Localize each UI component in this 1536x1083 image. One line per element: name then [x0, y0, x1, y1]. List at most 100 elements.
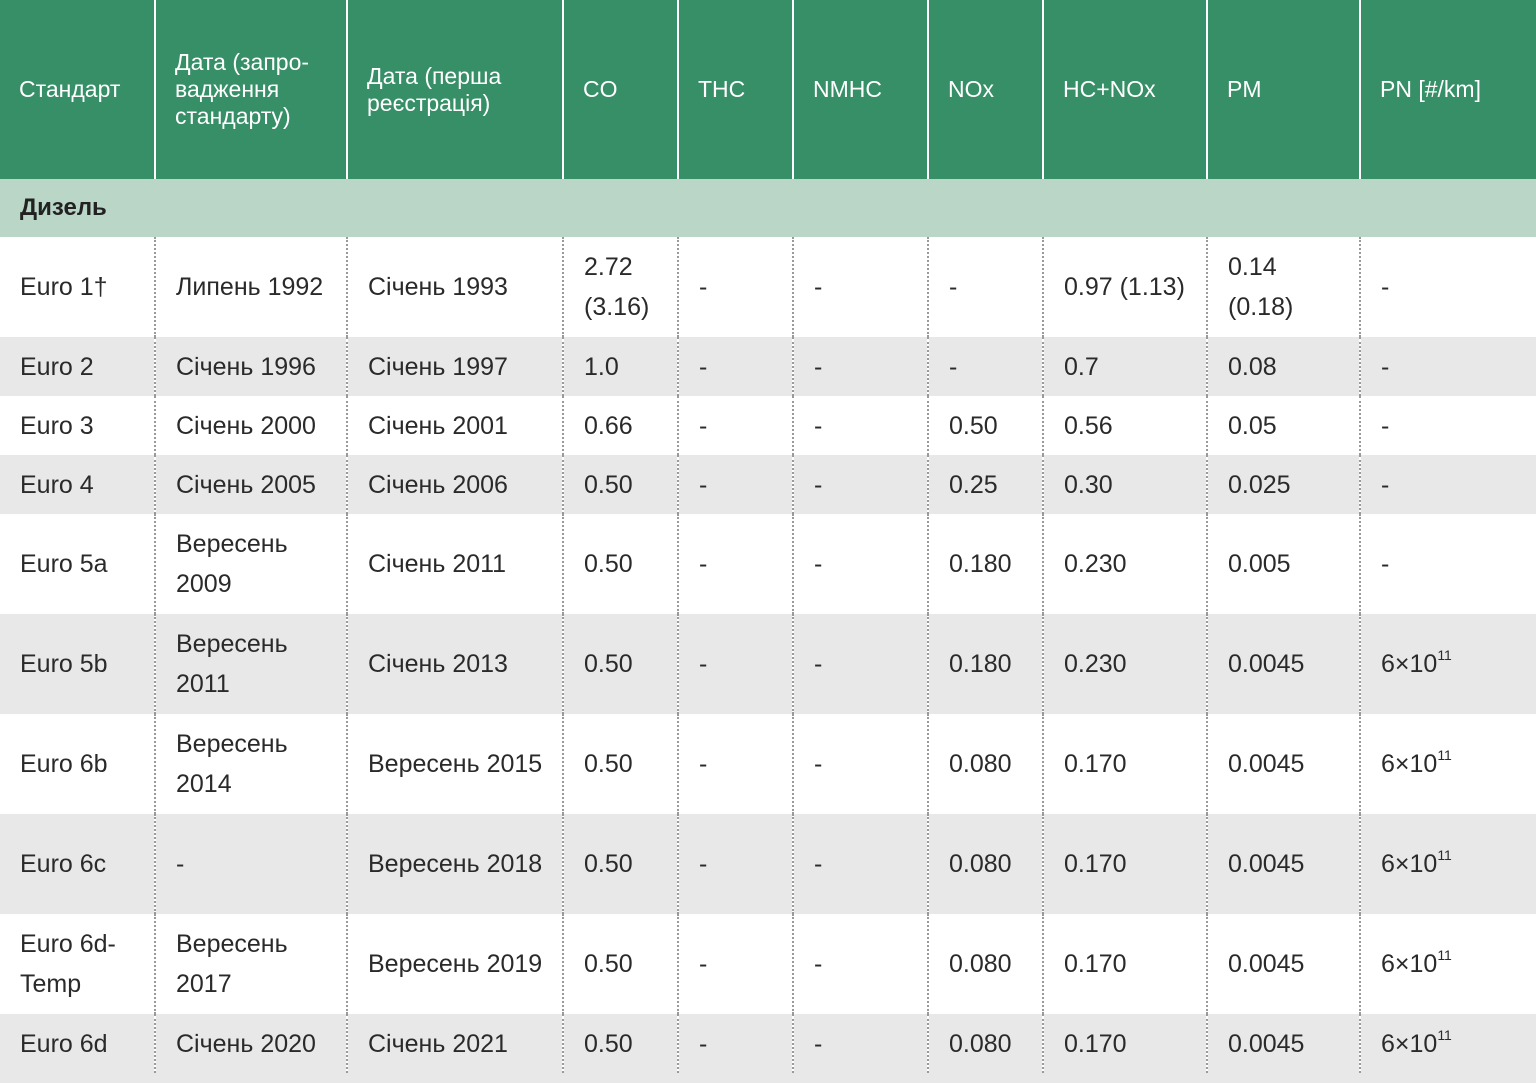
- cell-nmhc-text: -: [814, 750, 823, 778]
- cell-pm: 0.08: [1207, 337, 1361, 396]
- cell-co-text: 0.50: [584, 1029, 633, 1058]
- cell-nmhc: -: [793, 1014, 929, 1073]
- header-nox: NOx: [928, 0, 1044, 179]
- cell-co: 0.50: [563, 1014, 679, 1073]
- cell-co-text: 0.50: [584, 750, 633, 778]
- cell-hc-nox: 0.230: [1043, 514, 1208, 614]
- cell-hc-nox-text: 0.170: [1064, 950, 1127, 978]
- cell-hc-nox-text: 0.170: [1064, 1029, 1127, 1058]
- cell-pn-text: -: [1381, 411, 1390, 440]
- cell-nox-text: -: [949, 273, 958, 301]
- cell-pn: 6×1011: [1360, 614, 1536, 714]
- cell-pm-text: 0.14 (0.18): [1228, 253, 1294, 321]
- cell-pm-text: 0.05: [1228, 411, 1277, 440]
- cell-registration-date: Січень 2021: [347, 1014, 564, 1073]
- cell-nmhc: -: [793, 396, 929, 455]
- cell-nmhc-text: -: [814, 411, 823, 440]
- cell-pm-text: 0.08: [1228, 352, 1277, 381]
- header-registration-date: Дата (перша реєстрація): [347, 0, 564, 179]
- cell-pm-text: 0.025: [1228, 470, 1291, 499]
- cell-pm: 0.0045: [1207, 914, 1361, 1014]
- cell-intro-date: Липень 1992: [155, 237, 348, 337]
- cell-thc: -: [678, 1014, 794, 1073]
- cell-pm-text: 0.0045: [1228, 850, 1305, 878]
- cell-intro-date-text: Вересень 2009: [176, 530, 288, 598]
- cell-intro-date-text: Вересень 2014: [176, 730, 288, 798]
- cell-nmhc: -: [793, 914, 929, 1014]
- cell-registration-date-text: Січень 2011: [368, 550, 507, 578]
- cell-co: 0.50: [563, 514, 679, 614]
- cell-co-text: 0.50: [584, 650, 633, 678]
- cell-pm: 0.05: [1207, 396, 1361, 455]
- table-row: Euro 4 Січень 2005 Січень 2006 0.50 - - 0.25 0.…: [0, 455, 1536, 514]
- cell-standard-text: Euro 3: [20, 411, 94, 440]
- cell-thc: -: [678, 237, 794, 337]
- cell-nmhc: -: [793, 814, 929, 914]
- cell-pm-text: 0.0045: [1228, 750, 1305, 778]
- cell-standard-text: Euro 4: [20, 470, 94, 499]
- cell-standard: Euro 2: [0, 337, 156, 396]
- cell-registration-date: Січень 2001: [347, 396, 564, 455]
- cell-standard: Euro 5b: [0, 614, 156, 714]
- cell-intro-date-text: -: [176, 850, 185, 878]
- cell-pn-text: -: [1381, 352, 1390, 381]
- cell-pm: 0.025: [1207, 455, 1361, 514]
- cell-nox-text: 0.25: [949, 470, 998, 499]
- cell-pm-text: 0.0045: [1228, 650, 1305, 678]
- cell-thc: -: [678, 514, 794, 614]
- cell-co: 2.72 (3.16): [563, 237, 679, 337]
- cell-pn-text: 6×10: [1381, 650, 1438, 678]
- cell-nmhc: -: [793, 237, 929, 337]
- cell-nmhc: -: [793, 514, 929, 614]
- header-row: Стандарт Дата (запро-вадження стандарту)…: [0, 0, 1536, 179]
- cell-hc-nox-text: 0.230: [1064, 650, 1127, 678]
- table-row: Euro 6d-Temp Вересень 2017 Вересень 2019 0.…: [0, 914, 1536, 1014]
- cell-co: 0.50: [563, 455, 679, 514]
- cell-registration-date-text: Січень 2001: [368, 411, 508, 440]
- cell-thc-text: -: [699, 273, 708, 301]
- cell-thc-text: -: [699, 950, 708, 978]
- cell-thc-text: -: [699, 750, 708, 778]
- table-bottom-strip: [0, 1073, 1536, 1083]
- cell-pn-text: 6×10: [1381, 750, 1438, 778]
- cell-nox: -: [928, 237, 1044, 337]
- cell-nox-text: -: [949, 352, 958, 381]
- cell-standard: Euro 6d-Temp: [0, 914, 156, 1014]
- cell-registration-date: Вересень 2019: [347, 914, 564, 1014]
- cell-standard-text: Euro 5a: [20, 550, 108, 578]
- cell-co-text: 2.72 (3.16): [584, 253, 650, 321]
- cell-hc-nox-text: 0.230: [1064, 550, 1127, 578]
- cell-nmhc: -: [793, 455, 929, 514]
- cell-nmhc-text: -: [814, 850, 823, 878]
- cell-intro-date: Січень 2000: [155, 396, 348, 455]
- cell-intro-date: Вересень 2017: [155, 914, 348, 1014]
- cell-co: 0.50: [563, 714, 679, 814]
- cell-pn: 6×1011: [1360, 714, 1536, 814]
- cell-intro-date-text: Січень 1996: [176, 352, 316, 381]
- cell-nox: 0.080: [928, 714, 1044, 814]
- header-hc-nox: HC+NOx: [1043, 0, 1208, 179]
- cell-standard: Euro 4: [0, 455, 156, 514]
- cell-thc-text: -: [699, 470, 708, 499]
- cell-standard-text: Euro 6d-Temp: [20, 930, 116, 998]
- cell-registration-date-text: Січень 2021: [368, 1029, 508, 1058]
- cell-registration-date-text: Вересень 2019: [368, 950, 543, 978]
- header-co: CO: [563, 0, 679, 179]
- cell-hc-nox-text: 0.7: [1064, 352, 1099, 381]
- cell-intro-date: Вересень 2009: [155, 514, 348, 614]
- pn-exponent: 11: [1437, 1026, 1452, 1043]
- cell-standard-text: Euro 5b: [20, 650, 108, 678]
- cell-nox-text: 0.180: [949, 550, 1012, 578]
- cell-co-text: 0.50: [584, 550, 633, 578]
- cell-co: 0.50: [563, 814, 679, 914]
- cell-nox: 0.180: [928, 614, 1044, 714]
- cell-registration-date: Вересень 2015: [347, 714, 564, 814]
- cell-nmhc-text: -: [814, 550, 823, 578]
- cell-hc-nox-text: 0.170: [1064, 750, 1127, 778]
- cell-intro-date: Вересень 2014: [155, 714, 348, 814]
- cell-registration-date: Вересень 2018: [347, 814, 564, 914]
- cell-pn: -: [1360, 337, 1536, 396]
- cell-thc: -: [678, 914, 794, 1014]
- cell-pm: 0.0045: [1207, 714, 1361, 814]
- cell-standard-text: Euro 6b: [20, 750, 108, 778]
